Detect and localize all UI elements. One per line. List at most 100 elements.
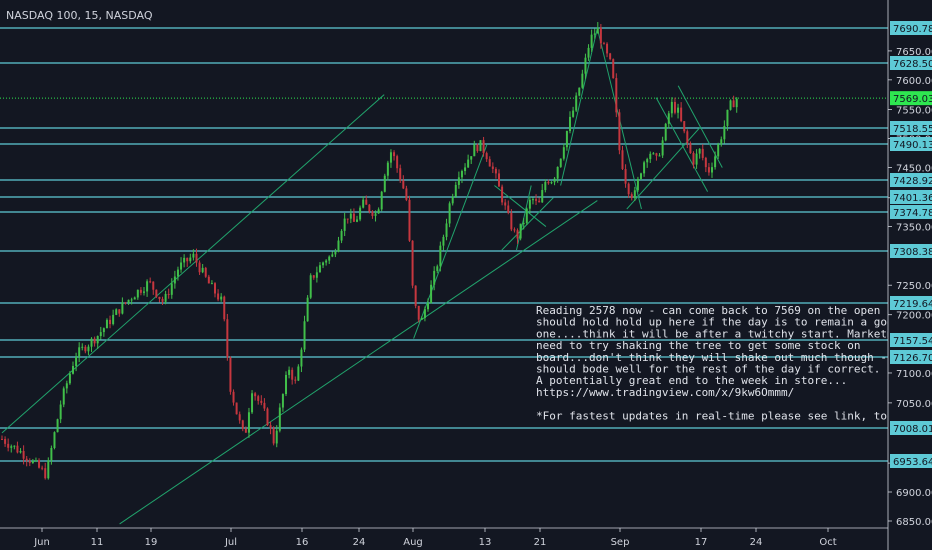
current-price-label: 7569.03 <box>893 94 932 105</box>
candle-body <box>411 240 414 286</box>
candle-body <box>102 328 105 333</box>
annotation-line: Reading 2578 now - can come back to 7569… <box>536 304 907 317</box>
level-price-label: 7518.55 <box>893 124 932 135</box>
level-price-box <box>890 205 932 219</box>
candle-body <box>226 319 229 358</box>
trend-line <box>413 143 488 339</box>
candle-body <box>183 257 186 263</box>
trend-line <box>501 197 554 251</box>
trend-line <box>516 185 532 251</box>
candle-body <box>655 153 658 156</box>
candle-body <box>285 374 288 395</box>
candle-body <box>4 439 7 444</box>
candle-body <box>139 289 142 293</box>
candle-body <box>278 407 281 431</box>
candle-body <box>31 460 34 463</box>
candle-body <box>105 319 108 329</box>
candle-body <box>643 162 646 174</box>
candle-body <box>96 336 99 344</box>
candle-body <box>124 302 127 304</box>
y-tick-label: 7600.00 <box>896 76 932 87</box>
level-price-box <box>890 350 932 364</box>
candle-body <box>531 199 534 201</box>
candle-body <box>686 131 689 144</box>
candle-body <box>90 338 93 347</box>
price-axis[interactable]: 7650.007600.007550.007500.007450.007400.… <box>887 0 932 550</box>
candle-body <box>352 213 355 222</box>
level-price-box <box>890 333 932 347</box>
candle-body <box>257 396 260 401</box>
candle-body <box>374 213 377 216</box>
candle-body <box>263 402 266 409</box>
candle-body <box>479 140 482 152</box>
candle-body <box>433 270 436 285</box>
candle-body <box>152 281 155 290</box>
candle-body <box>195 253 198 263</box>
level-price-box <box>890 296 932 310</box>
candle-body <box>13 445 16 447</box>
candle-body <box>414 285 417 306</box>
current-price-box <box>890 91 932 106</box>
candle-body <box>572 110 575 117</box>
candle-body <box>636 178 639 191</box>
candle-body <box>720 139 723 145</box>
candle-body <box>247 412 250 433</box>
candle-body <box>217 293 220 300</box>
candle-body <box>176 269 179 277</box>
candle-body <box>84 346 87 352</box>
candle-body <box>238 414 241 421</box>
candle-body <box>189 257 192 262</box>
candle-body <box>1 438 3 440</box>
candle-body <box>207 276 210 284</box>
candle-body <box>112 314 115 325</box>
y-tick-label: 7350.00 <box>896 223 932 234</box>
candle-body <box>735 98 738 108</box>
candle-body <box>553 178 556 183</box>
candle-body <box>164 293 167 302</box>
candle-body <box>470 156 473 160</box>
y-tick-label: 6900.00 <box>896 488 932 499</box>
candle-body <box>158 296 161 299</box>
candle-body <box>56 419 59 433</box>
candle-body <box>331 254 334 257</box>
candle-body <box>275 430 278 444</box>
candle-body <box>10 446 13 448</box>
candle-body <box>192 253 195 258</box>
time-axis[interactable]: Jun 11 19 Jul 16 24 Aug 13 21 Sep 17 24 Oct <box>0 527 888 548</box>
candle-body <box>609 53 612 60</box>
candle-body <box>584 57 587 74</box>
chart-title: NASDAQ 100, 15, NASDAQ <box>6 9 153 22</box>
candle-body <box>371 211 374 216</box>
level-price-label: 7126.70 <box>893 353 932 364</box>
candle-body <box>81 346 84 348</box>
candle-body <box>692 152 695 165</box>
candle-body <box>362 199 365 208</box>
candle-body <box>127 299 130 303</box>
candle-body <box>204 267 207 277</box>
candle-body <box>235 402 238 415</box>
candle-body <box>677 107 680 113</box>
candle-body <box>711 167 714 173</box>
candle-body <box>328 256 331 261</box>
level-price-label: 7628.50 <box>893 59 932 70</box>
candle-body <box>729 100 732 110</box>
candle-body <box>513 229 516 231</box>
candle-body <box>701 148 704 158</box>
x-tick-label: 19 <box>145 537 158 548</box>
x-tick-label: 21 <box>534 537 547 548</box>
candle-body <box>714 156 717 168</box>
candle-body <box>516 230 519 239</box>
level-price-box <box>890 421 932 435</box>
trend-line <box>560 28 598 186</box>
x-tick-label: Jun <box>33 537 50 548</box>
candles <box>1 22 738 480</box>
level-price-box <box>890 244 932 258</box>
candle-body <box>325 260 328 263</box>
level-price-label: 7219.64 <box>893 299 932 310</box>
annotation-line: need to try shaking the tree to get some… <box>536 339 861 352</box>
horizontal-levels <box>0 27 888 462</box>
candle-body <box>291 369 294 380</box>
level-price-label: 7401.36 <box>893 193 932 204</box>
candle-body <box>318 265 321 273</box>
